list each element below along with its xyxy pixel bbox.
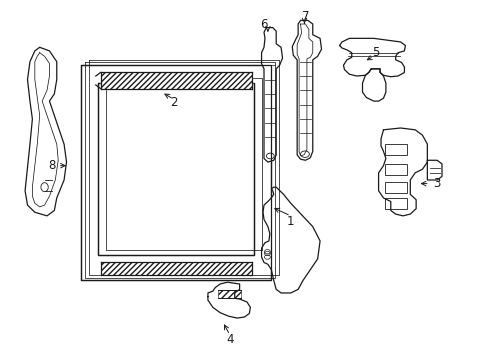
Polygon shape <box>101 72 251 89</box>
Polygon shape <box>261 187 320 293</box>
Polygon shape <box>25 47 66 216</box>
Text: 6: 6 <box>260 18 267 31</box>
Polygon shape <box>207 282 250 318</box>
Text: 3: 3 <box>432 177 440 190</box>
Bar <box>384 164 406 175</box>
Bar <box>101 262 251 275</box>
Text: 2: 2 <box>170 96 177 109</box>
Polygon shape <box>362 69 385 101</box>
Bar <box>384 182 406 193</box>
Polygon shape <box>378 128 427 216</box>
Polygon shape <box>339 39 405 77</box>
Polygon shape <box>81 65 271 280</box>
Text: 1: 1 <box>286 215 294 228</box>
Bar <box>384 144 406 155</box>
Polygon shape <box>101 262 251 275</box>
Polygon shape <box>98 83 254 255</box>
Bar <box>217 291 241 298</box>
Text: 8: 8 <box>48 159 56 172</box>
Polygon shape <box>292 21 321 160</box>
Text: 4: 4 <box>225 333 233 346</box>
Polygon shape <box>427 160 441 180</box>
Bar <box>101 72 251 89</box>
Polygon shape <box>261 28 282 162</box>
Text: 7: 7 <box>301 10 308 23</box>
Bar <box>384 198 406 209</box>
Text: 5: 5 <box>372 46 379 59</box>
